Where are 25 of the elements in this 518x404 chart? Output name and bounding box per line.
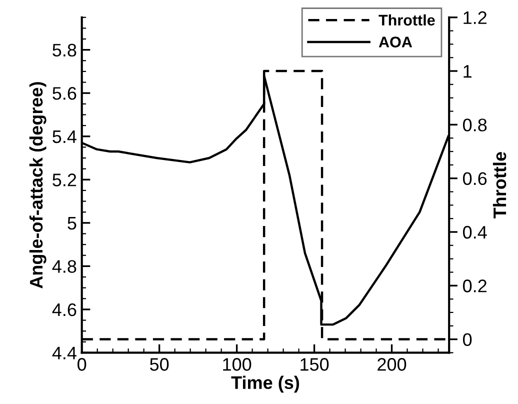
legend-label: AOA xyxy=(378,36,412,48)
y-tick-label: 5.6 xyxy=(52,87,76,100)
x-tick-label: 150 xyxy=(300,358,329,371)
legend-label: Throttle xyxy=(378,14,435,26)
y2-tick-label: 0.6 xyxy=(463,172,487,186)
y2-axis-title: Throttle xyxy=(492,152,506,218)
y-tick-label: 4.4 xyxy=(52,346,76,360)
y2-tick-label: 0 xyxy=(463,333,472,346)
y2-tick-label: 1.2 xyxy=(464,11,486,24)
x-tick-label: 0 xyxy=(78,358,86,371)
y-tick-label: 4.6 xyxy=(52,303,76,316)
x-tick-label: 100 xyxy=(223,358,252,371)
y2-tick-label: 1 xyxy=(464,65,472,78)
x-axis-title: Time (s) xyxy=(231,376,300,393)
y-tick-label: 5.8 xyxy=(52,44,76,57)
y-tick-label: 5 xyxy=(68,217,76,230)
y-axis-title: Angle-of-attack (degree) xyxy=(29,82,46,288)
y-tick-label: 5.2 xyxy=(52,174,76,186)
y2-tick-label: 0.2 xyxy=(463,280,486,292)
x-tick-label: 200 xyxy=(378,358,406,371)
x-tick-label: 50 xyxy=(150,358,169,371)
y2-tick-label: 0.8 xyxy=(463,118,487,132)
y2-tick-label: 0.4 xyxy=(463,226,487,239)
y-tick-label: 5.4 xyxy=(52,130,76,144)
y-tick-label: 4.8 xyxy=(52,260,76,273)
